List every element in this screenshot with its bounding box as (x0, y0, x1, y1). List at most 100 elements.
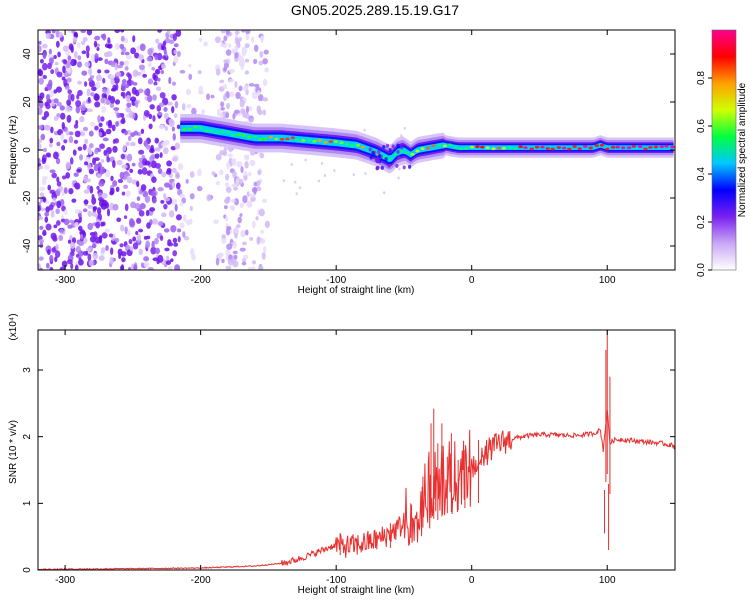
noise-point (51, 30, 56, 34)
noise-point (219, 79, 225, 84)
noise-point (138, 54, 144, 61)
noise-point (186, 104, 192, 109)
noise-point (38, 125, 43, 130)
ridge-core-blob (312, 139, 317, 143)
noise-point (182, 214, 187, 223)
ridge-dip-blob (374, 157, 378, 162)
noise-point (38, 40, 42, 45)
noise-point (185, 88, 192, 96)
noise-point (73, 139, 79, 144)
noise-point (110, 175, 114, 182)
noise-point (102, 88, 108, 94)
ridge-core-blob (567, 147, 572, 151)
snr-y-multiplier: (x10⁴) (8, 313, 19, 340)
noise-point (73, 123, 79, 129)
noise-point (73, 172, 79, 177)
noise-point (103, 149, 108, 156)
noise-point (125, 106, 131, 113)
ridge-core-blob (610, 145, 616, 149)
noise-point (48, 142, 53, 148)
noise-point (68, 136, 74, 144)
noise-point (53, 234, 57, 241)
noise-point (136, 71, 142, 76)
noise-point (233, 186, 238, 191)
noise-point (238, 85, 243, 92)
noise-point (225, 30, 230, 35)
noise-point (262, 78, 268, 87)
figure-title: GN05.2025.289.15.19.G17 (290, 2, 460, 18)
noise-point (120, 153, 126, 160)
snr-series-line (38, 409, 675, 570)
noise-point (67, 239, 72, 244)
ridge-core-blob (653, 145, 659, 149)
noise-point (132, 81, 138, 86)
ridge-core-blob (561, 146, 567, 150)
noise-point (156, 86, 162, 91)
noise-point (132, 242, 139, 250)
noise-point (157, 112, 163, 116)
noise-point (123, 215, 128, 219)
ridge-core-blob (664, 144, 669, 148)
noise-point (62, 45, 69, 52)
noise-point (146, 222, 151, 229)
noise-point (42, 175, 48, 181)
noise-point (294, 180, 297, 184)
noise-point (170, 146, 176, 151)
noise-point (232, 250, 238, 255)
noise-point (51, 192, 58, 201)
noise-point (189, 171, 195, 178)
noise-point (261, 252, 266, 260)
noise-point (240, 166, 244, 174)
noise-point (155, 247, 160, 255)
noise-point (44, 216, 49, 223)
noise-point (91, 243, 97, 249)
noise-point (113, 107, 120, 111)
noise-point (245, 105, 249, 114)
noise-point (110, 74, 115, 80)
noise-point (352, 173, 355, 177)
noise-point (245, 30, 251, 35)
noise-point (38, 143, 42, 150)
noise-point (95, 81, 101, 89)
noise-point (183, 236, 190, 241)
noise-point (68, 131, 74, 136)
noise-point (95, 221, 101, 229)
noise-point (78, 256, 82, 261)
noise-point (67, 55, 72, 61)
noise-point (94, 35, 101, 41)
noise-point (82, 126, 89, 132)
noise-point (173, 55, 179, 64)
noise-point (172, 33, 178, 42)
noise-point (154, 54, 159, 61)
colorbar-frame (711, 29, 737, 271)
noise-point (69, 157, 74, 165)
noise-point (75, 100, 82, 108)
noise-point (80, 131, 86, 137)
noise-point (239, 213, 243, 217)
noise-point (112, 145, 118, 153)
spectrogram-x-label: Height of straight line (km) (298, 285, 415, 296)
noise-point (161, 212, 167, 218)
noise-point (226, 243, 233, 251)
spectrogram-x-tick-label: 0 (469, 275, 475, 286)
noise-point (39, 239, 44, 244)
noise-point (38, 107, 43, 115)
noise-point (166, 30, 171, 35)
noise-point (50, 210, 55, 218)
noise-point (157, 220, 164, 227)
noise-point (224, 182, 230, 188)
noise-point (97, 69, 102, 74)
noise-point (154, 237, 159, 245)
noise-point (153, 81, 158, 86)
noise-point (73, 32, 77, 39)
noise-point (220, 42, 225, 48)
noise-point (75, 119, 79, 126)
noise-point (120, 35, 125, 42)
noise-point (133, 264, 138, 270)
ridge-core-blob (225, 130, 230, 134)
ridge-core-blob (415, 149, 420, 153)
snr-y-label: SNR (10 * v/v) (8, 420, 19, 484)
noise-point (67, 89, 72, 95)
noise-point (55, 30, 60, 38)
noise-point (198, 37, 203, 43)
